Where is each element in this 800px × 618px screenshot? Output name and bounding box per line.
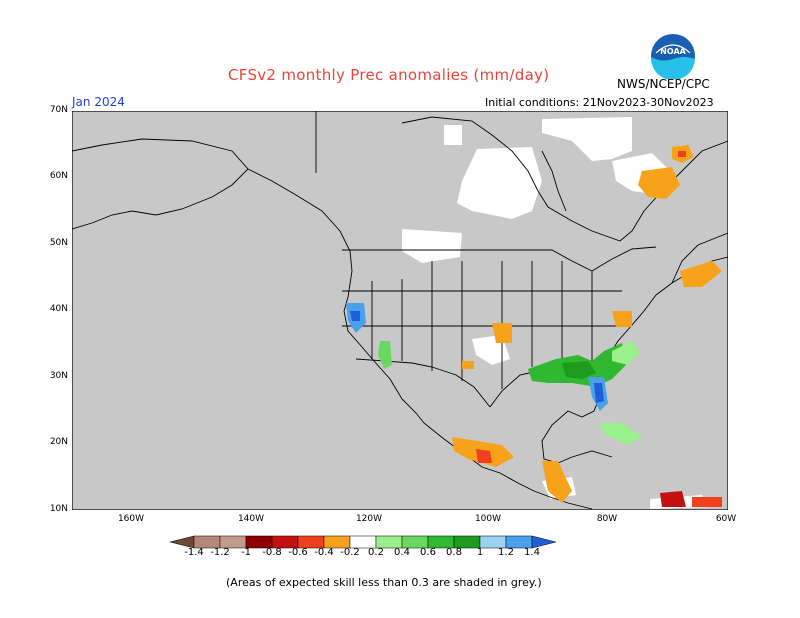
lat-label: 50N — [49, 238, 68, 248]
noaa-logo: NOAA — [650, 34, 695, 79]
forecast-month: Jan 2024 — [72, 95, 125, 109]
lon-label: 120W — [355, 514, 383, 524]
colorbar-label: 0.6 — [420, 547, 436, 558]
colorbar-label: 0.4 — [394, 547, 410, 558]
colorbar — [170, 535, 557, 549]
colorbar-label: -1.2 — [210, 547, 230, 558]
political-borders — [342, 246, 657, 408]
lat-label: 40N — [49, 304, 68, 314]
lat-label: 70N — [49, 105, 68, 115]
colorbar-label: -1.4 — [184, 547, 204, 558]
lat-label: 10N — [49, 504, 68, 514]
colorbar-label: -0.2 — [340, 547, 360, 558]
colorbar-label: -0.6 — [288, 547, 308, 558]
lon-label: 60W — [715, 514, 737, 524]
colorbar-label: 1.2 — [498, 547, 514, 558]
lat-label: 60N — [49, 171, 68, 181]
wet-anomalies — [346, 303, 642, 445]
skill-footnote: (Areas of expected skill less than 0.3 a… — [226, 576, 542, 589]
initial-conditions: Initial conditions: 21Nov2023-30Nov2023 — [485, 96, 714, 109]
dry-anomalies — [452, 145, 722, 507]
chart-title: CFSv2 monthly Prec anomalies (mm/day) — [228, 66, 550, 84]
noaa-logo-text: NOAA — [660, 47, 686, 56]
lon-label: 100W — [474, 514, 502, 524]
lon-label: 160W — [117, 514, 145, 524]
colorbar-arrow-right — [531, 535, 557, 549]
anomaly-map — [72, 111, 728, 510]
lon-label: 140W — [237, 514, 265, 524]
colorbar-label: -1 — [241, 547, 251, 558]
colorbar-label: 0.8 — [446, 547, 462, 558]
agency-label: NWS/NCEP/CPC — [617, 77, 710, 91]
colorbar-label: 1.4 — [524, 547, 540, 558]
lat-label: 30N — [49, 371, 68, 381]
colorbar-label: -0.8 — [262, 547, 282, 558]
colorbar-label: -0.4 — [314, 547, 334, 558]
lon-label: 80W — [596, 514, 618, 524]
lat-label: 20N — [49, 437, 68, 447]
colorbar-label: 0.2 — [368, 547, 384, 558]
colorbar-label: 1 — [476, 547, 484, 558]
